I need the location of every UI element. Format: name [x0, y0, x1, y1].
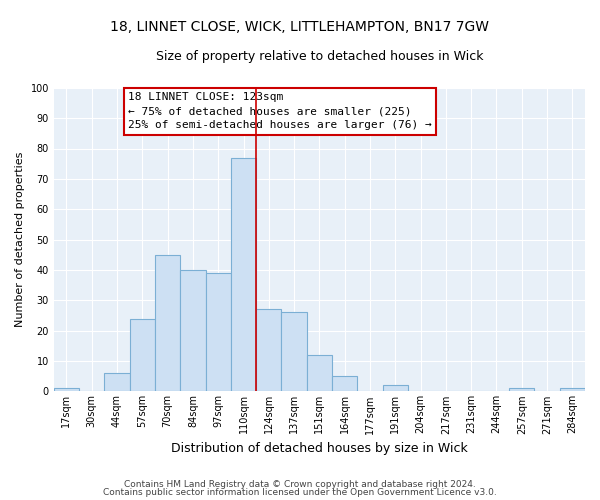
Bar — [332, 376, 358, 392]
Bar — [180, 270, 206, 392]
Bar — [256, 310, 281, 392]
Bar — [155, 255, 180, 392]
Bar — [206, 273, 231, 392]
Y-axis label: Number of detached properties: Number of detached properties — [15, 152, 25, 328]
Text: Contains public sector information licensed under the Open Government Licence v3: Contains public sector information licen… — [103, 488, 497, 497]
Text: Contains HM Land Registry data © Crown copyright and database right 2024.: Contains HM Land Registry data © Crown c… — [124, 480, 476, 489]
Title: Size of property relative to detached houses in Wick: Size of property relative to detached ho… — [155, 50, 483, 63]
Bar — [560, 388, 585, 392]
Bar — [104, 373, 130, 392]
Bar — [281, 312, 307, 392]
Bar — [509, 388, 535, 392]
X-axis label: Distribution of detached houses by size in Wick: Distribution of detached houses by size … — [171, 442, 468, 455]
Bar — [130, 318, 155, 392]
Bar — [54, 388, 79, 392]
Bar — [231, 158, 256, 392]
Bar — [383, 386, 408, 392]
Bar — [307, 355, 332, 392]
Text: 18, LINNET CLOSE, WICK, LITTLEHAMPTON, BN17 7GW: 18, LINNET CLOSE, WICK, LITTLEHAMPTON, B… — [110, 20, 490, 34]
Text: 18 LINNET CLOSE: 123sqm
← 75% of detached houses are smaller (225)
25% of semi-d: 18 LINNET CLOSE: 123sqm ← 75% of detache… — [128, 92, 432, 130]
